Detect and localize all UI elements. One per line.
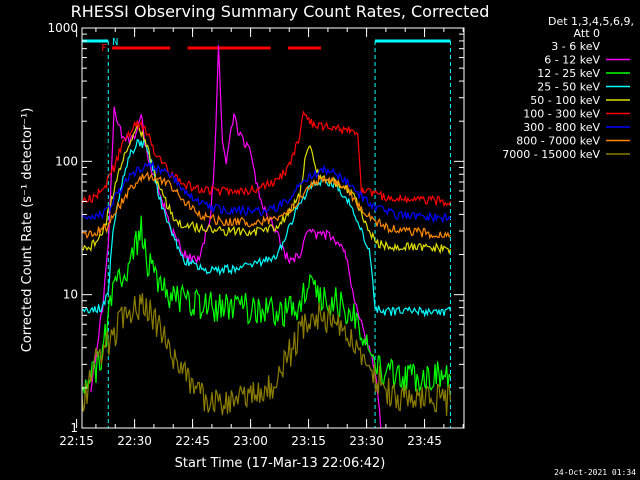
legend-header-line2: Att 0 (574, 27, 600, 40)
y-tick-label: 1 (70, 421, 78, 435)
y-tick-label: 1000 (47, 21, 78, 35)
legend-label-3: 12 - 25 keV (537, 67, 600, 80)
y-tick-label: 100 (55, 154, 78, 168)
plot-area: NF (82, 37, 452, 428)
series-line-3 (82, 215, 452, 394)
date-stamp: 24-Oct-2021 01:34 (554, 468, 636, 477)
series-line-4 (82, 139, 452, 318)
axes: 1 10 100 1000 22:15 22:30 22:45 23:00 23:15 23:30… (47, 21, 465, 448)
series-line-2 (90, 45, 385, 428)
series-line-1 (107, 108, 374, 418)
legend-label-6: 100 - 300 keV (523, 108, 600, 121)
x-axis-label: Start Time (17-Mar-13 22:06:42) (175, 456, 386, 471)
x-tick-label: 23:15 (291, 434, 326, 448)
x-tick-label: 22:45 (175, 434, 210, 448)
legend-label-1: 3 - 6 keV (551, 40, 600, 53)
plot-frame (81, 27, 465, 429)
x-tick-label: 23:30 (349, 434, 384, 448)
legend-label-9: 7000 - 15000 keV (502, 148, 600, 161)
legend-label-5: 50 - 100 keV (530, 94, 600, 107)
night-label: N (112, 37, 118, 48)
series-line-9 (82, 293, 452, 417)
y-axis-label: Corrected Count Rate (s⁻¹ detector⁻¹) (20, 108, 35, 353)
series-line-6 (82, 110, 452, 208)
y-tick-label: 10 (63, 288, 78, 302)
legend-header-line1: Det 1,3,4,5,6,9, (548, 15, 634, 28)
x-tick-label: 22:30 (117, 434, 152, 448)
series-line-7 (82, 161, 452, 224)
series-line-5 (82, 125, 452, 255)
chart-title: RHESSI Observing Summary Count Rates, Co… (71, 2, 490, 21)
legend-label-2: 6 - 12 keV (544, 54, 600, 67)
x-tick-label: 22:15 (59, 434, 94, 448)
series-line-8 (82, 171, 451, 240)
flare-label: F (101, 43, 107, 54)
legend-label-8: 800 - 7000 keV (516, 135, 600, 148)
x-tick-label: 23:00 (233, 434, 268, 448)
legend-label-4: 25 - 50 keV (537, 81, 600, 94)
x-tick-label: 23:45 (407, 434, 442, 448)
legend-label-7: 300 - 800 keV (523, 121, 600, 134)
